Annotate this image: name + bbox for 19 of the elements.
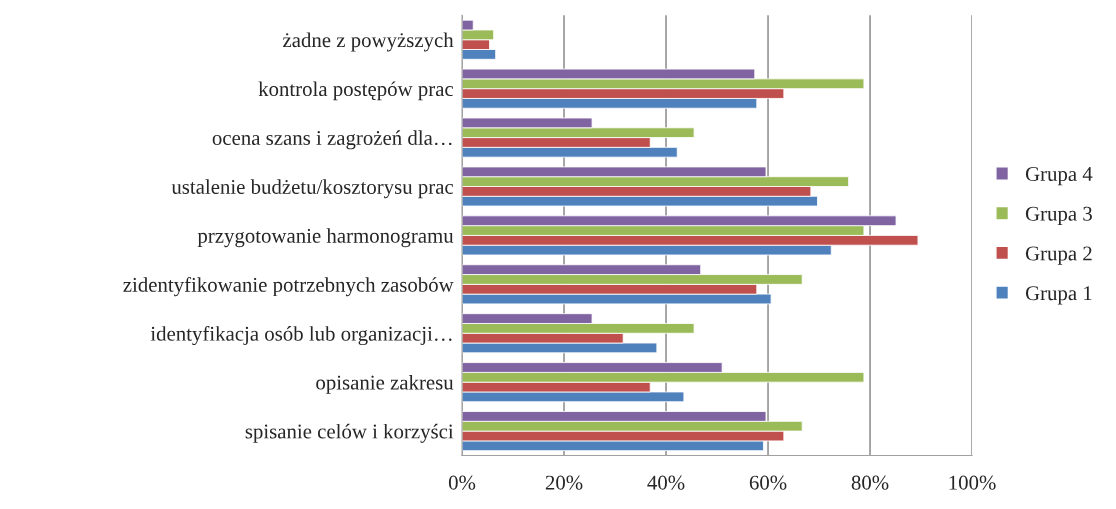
y-tick-label: ustalenie budżetu/kosztorysu prac [171,179,454,199]
y-tick-label: kontrola postępów prac [258,81,454,101]
x-tick-label: 100% [949,475,996,490]
y-tick-label: żadne z powyższych [283,32,454,52]
x-tick-label: 40% [647,475,685,490]
legend-label: Grupa 2 [1025,246,1092,265]
legend-label: Grupa 4 [1025,167,1093,186]
x-tick-label: 80% [851,475,889,490]
y-tick-label: identyfikacja osób lub organizacji… [150,325,452,346]
y-tick-label: przygotowanie harmonogramu [197,228,454,248]
x-tick-label: 20% [545,475,583,490]
legend-label: Grupa 1 [1025,286,1092,305]
x-tick-label: 60% [749,475,787,490]
x-tick-label: 0% [448,475,476,490]
y-tick-label: zidentyfikowanie potrzebnych zasobów [123,277,454,297]
y-tick-label: ocena szans i zagrożeń dla… [212,130,452,150]
y-tick-label: opisanie zakresu [316,374,454,394]
y-tick-label: spisanie celów i korzyści [245,423,454,443]
legend-label: Grupa 3 [1025,206,1092,225]
